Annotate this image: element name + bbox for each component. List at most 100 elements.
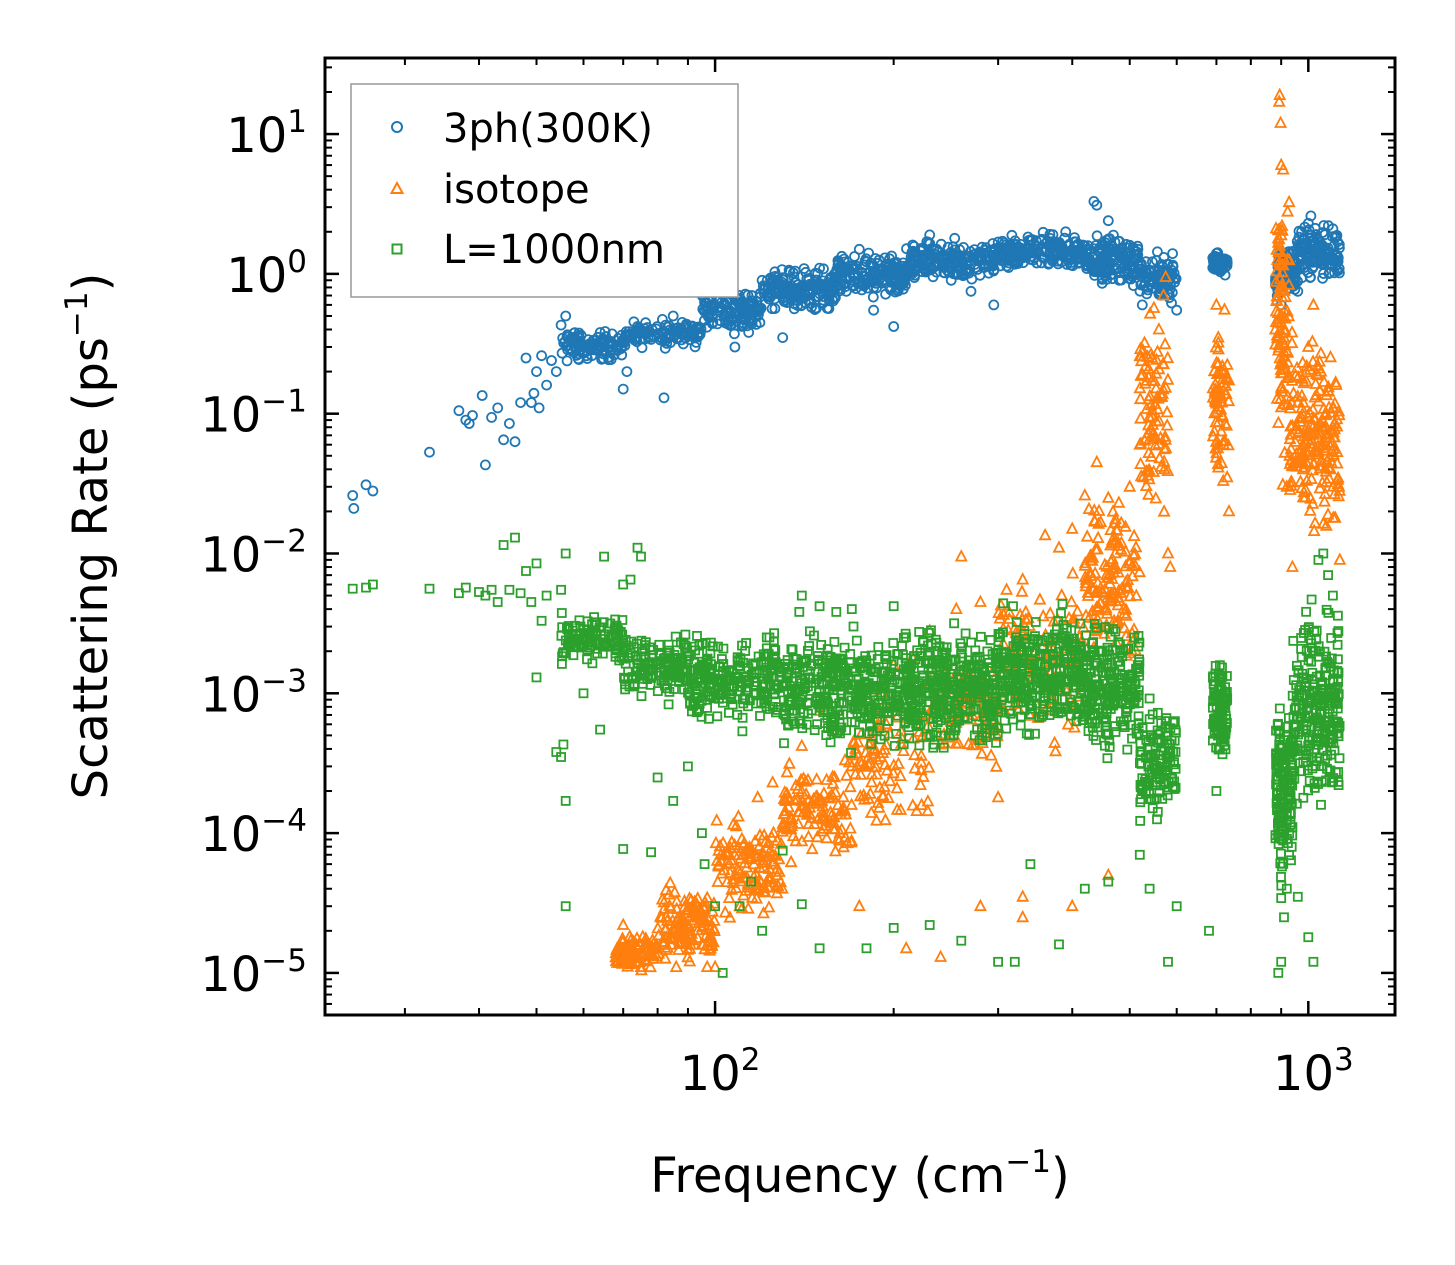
point-circle-marker-1627 <box>520 352 532 364</box>
point-circle-marker-1594 <box>1296 241 1308 253</box>
point-circle-marker-1684 <box>1171 304 1183 316</box>
point-circle-marker-1686 <box>1214 262 1226 274</box>
point-circle-marker-214 <box>664 324 676 336</box>
point-circle-marker-858 <box>941 264 953 276</box>
point-circle-marker-1676 <box>1091 199 1103 211</box>
point-circle-marker-1674 <box>1073 247 1084 259</box>
point-circle-marker-1662 <box>830 281 842 293</box>
point-circle-marker-1222 <box>1082 255 1094 267</box>
point-circle-marker-1607 <box>1320 245 1331 257</box>
point-triangle-marker-150 <box>683 891 696 904</box>
point-circle-marker-1668 <box>945 274 957 286</box>
point-circle-marker-94 <box>597 353 609 364</box>
series-3ph <box>347 195 1345 514</box>
point-circle-marker-1218 <box>1084 244 1096 256</box>
point-circle-marker-1615 <box>453 405 465 417</box>
point-circle-marker-877 <box>923 250 934 262</box>
point-circle-marker-1629 <box>528 387 540 399</box>
point-circle-marker-1618 <box>467 410 478 421</box>
point-circle-marker-1632 <box>536 350 547 362</box>
point-circle-marker-1602 <box>1299 262 1310 273</box>
point-circle-marker-876 <box>961 259 973 271</box>
point-circle-marker-1288 <box>1168 267 1180 279</box>
point-circle-marker-1129 <box>1128 280 1139 292</box>
point-circle-marker-198 <box>671 333 683 345</box>
point-circle-marker-460 <box>803 272 815 284</box>
point-circle-marker-506 <box>768 284 779 296</box>
point-triangle-marker-84 <box>628 943 642 956</box>
point-circle-marker-1322 <box>1134 285 1146 297</box>
point-circle-marker-1232 <box>1132 240 1143 252</box>
point-circle-marker-1625 <box>509 436 521 448</box>
point-circle-marker-1644 <box>610 341 622 353</box>
point-circle-marker-1619 <box>476 390 488 401</box>
point-circle-marker-889 <box>911 249 923 261</box>
point-circle-marker-1637 <box>560 310 572 322</box>
point-circle-marker-887 <box>906 264 917 276</box>
point-triangle-marker-83 <box>626 934 640 947</box>
point-circle-marker-1034 <box>1036 233 1048 245</box>
point-triangle-marker-129 <box>657 901 671 914</box>
point-circle-marker-1693 <box>1310 229 1322 241</box>
point-triangle-marker-89 <box>614 945 628 958</box>
point-circle-marker-1650 <box>667 310 679 322</box>
point-circle-marker-1669 <box>965 285 977 297</box>
point-circle-marker-679 <box>868 281 880 293</box>
point-circle-marker-1311 <box>1155 281 1167 293</box>
point-circle-marker-1630 <box>531 366 542 378</box>
point-circle-marker-1236 <box>1100 270 1111 282</box>
point-circle-marker-1658 <box>756 274 768 286</box>
point-circle-marker-873 <box>921 236 933 248</box>
point-circle-marker-1048 <box>1069 232 1080 244</box>
point-circle-marker-1587 <box>1293 243 1305 255</box>
point-circle-marker-1663 <box>853 243 865 255</box>
point-circle-marker-1610 <box>347 490 359 501</box>
point-circle-marker-106 <box>564 342 576 354</box>
point-triangle-marker-68 <box>616 931 629 944</box>
point-circle-marker-1590 <box>1305 232 1316 244</box>
point-circle-marker-344 <box>747 305 759 317</box>
point-circle-marker-498 <box>813 284 825 295</box>
point-circle-marker-1621 <box>486 411 498 423</box>
point-circle-marker-1690 <box>1292 285 1304 297</box>
point-circle-marker-507 <box>783 264 795 276</box>
point-circle-marker-517 <box>785 291 797 303</box>
point-circle-marker-999 <box>1022 231 1034 243</box>
point-circle-marker-1681 <box>1136 299 1148 311</box>
point-circle-marker-346 <box>718 310 730 322</box>
point-triangle-marker-152 <box>659 909 673 922</box>
point-circle-marker-1646 <box>621 366 633 378</box>
point-circle-marker-1680 <box>1124 239 1136 251</box>
point-circle-marker-1207 <box>1101 234 1113 246</box>
point-circle-marker-1657 <box>745 299 757 311</box>
point-circle-marker-1212 <box>1119 267 1130 279</box>
point-circle-marker-1685 <box>1211 247 1222 259</box>
point-circle-marker-1608 <box>1323 246 1335 257</box>
point-circle-marker-1678 <box>1102 215 1114 227</box>
point-circle-marker-1076 <box>1009 258 1021 270</box>
point-circle-marker-872 <box>905 251 917 263</box>
point-circle-marker-840 <box>928 243 940 255</box>
point-circle-marker-333 <box>720 317 731 329</box>
point-circle-marker-1219 <box>1108 229 1119 241</box>
point-triangle-marker-75 <box>638 936 652 950</box>
point-circle-marker-1046 <box>1015 242 1027 254</box>
point-circle-marker-1677 <box>1100 257 1111 269</box>
point-circle-marker-1307 <box>1135 279 1147 291</box>
point-circle-marker-109 <box>606 328 618 340</box>
point-triangle-marker-41 <box>639 931 653 944</box>
point-circle-marker-1682 <box>1153 265 1165 277</box>
point-circle-marker-1633 <box>541 379 552 391</box>
point-triangle-marker-67 <box>636 929 650 942</box>
point-circle-marker-867 <box>948 258 959 270</box>
point-circle-marker-100 <box>605 354 617 366</box>
point-triangle-marker-81 <box>615 953 629 967</box>
point-circle-marker-1612 <box>360 479 372 491</box>
point-circle-marker-853 <box>965 246 976 258</box>
point-circle-marker-1666 <box>900 262 912 274</box>
point-circle-marker-1673 <box>1060 226 1072 238</box>
point-circle-marker-684 <box>839 256 850 268</box>
point-circle-marker-519 <box>776 276 788 288</box>
point-circle-marker-1679 <box>1113 274 1125 286</box>
point-circle-marker-874 <box>961 266 973 278</box>
